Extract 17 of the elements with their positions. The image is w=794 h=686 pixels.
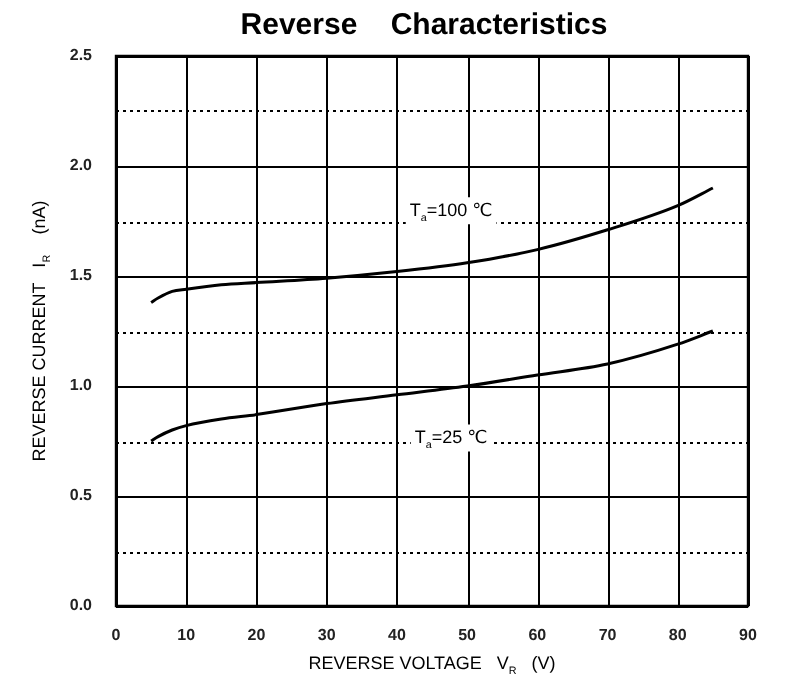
- x-tick-label: 60: [528, 626, 548, 645]
- x-tick-label: 80: [668, 626, 688, 645]
- x-tick-label: 0: [111, 626, 122, 645]
- x-tick-label: 30: [317, 626, 337, 645]
- y-tick-label: 2.5: [69, 46, 94, 65]
- x-tick-label: 20: [247, 626, 267, 645]
- y-tick-label: 0.5: [69, 486, 94, 505]
- y-tick-label: 1.0: [69, 376, 94, 395]
- x-tick-label: 10: [177, 626, 197, 645]
- x-tick-label: 50: [458, 626, 478, 645]
- x-tick-label: 70: [598, 626, 618, 645]
- x-tick-label: 40: [387, 626, 407, 645]
- y-tick-label: 2.0: [69, 156, 94, 175]
- x-tick-label: 90: [739, 626, 758, 645]
- y-tick-label: 1.5: [69, 266, 94, 285]
- chart-title: Reverse Characteristics: [240, 8, 608, 43]
- y-tick-label: 0.0: [69, 596, 94, 615]
